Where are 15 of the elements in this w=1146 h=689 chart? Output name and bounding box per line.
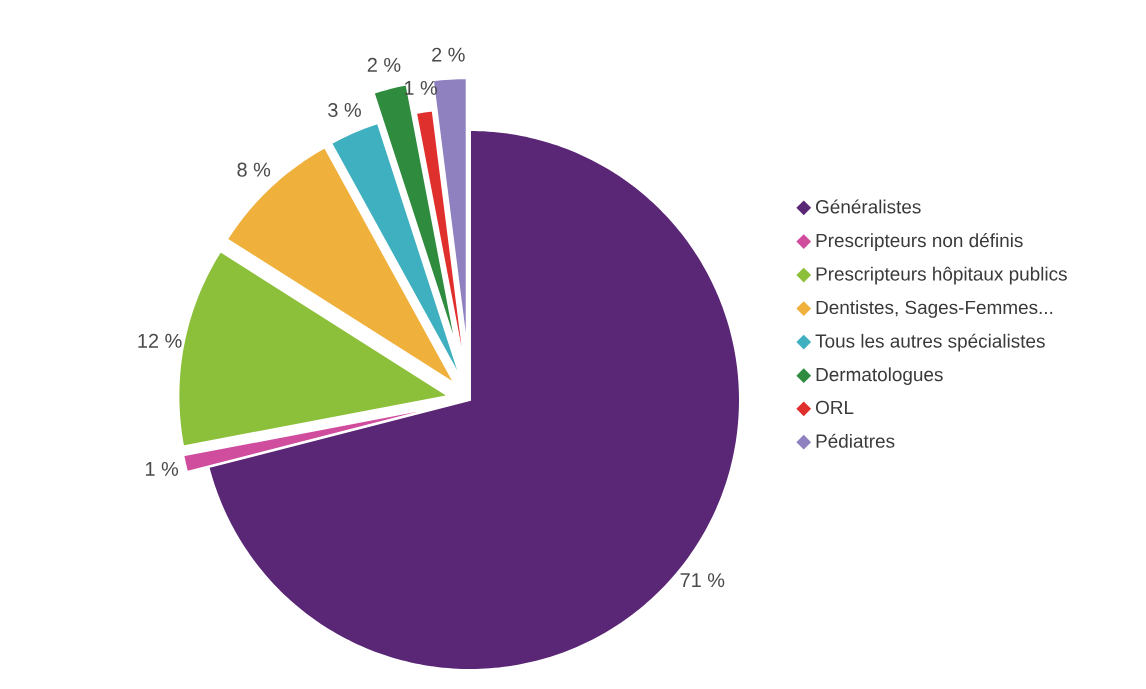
legend-label: Pédiatres bbox=[816, 433, 895, 448]
data-label: 3 % bbox=[328, 102, 361, 118]
legend-label: Prescripteurs non définis bbox=[816, 233, 1023, 251]
legend-label: Dentistes, Sages-Femmes... bbox=[816, 300, 1053, 318]
legend-label: Tous les autres spécialistes bbox=[815, 333, 1045, 352]
legend-label: Dermatologues bbox=[816, 367, 943, 385]
legend-label: Généralistes bbox=[816, 199, 921, 214]
legend-label: ORL bbox=[815, 400, 854, 415]
data-label: 2 % bbox=[432, 47, 465, 62]
data-label: 2 % bbox=[367, 57, 401, 72]
data-label: 1 % bbox=[145, 461, 179, 476]
data-label: 12 % bbox=[138, 333, 182, 348]
legend-label: Prescripteurs hôpitaux publics bbox=[816, 266, 1067, 285]
data-label: 8 % bbox=[237, 162, 271, 177]
data-label: 71 % bbox=[680, 573, 725, 588]
